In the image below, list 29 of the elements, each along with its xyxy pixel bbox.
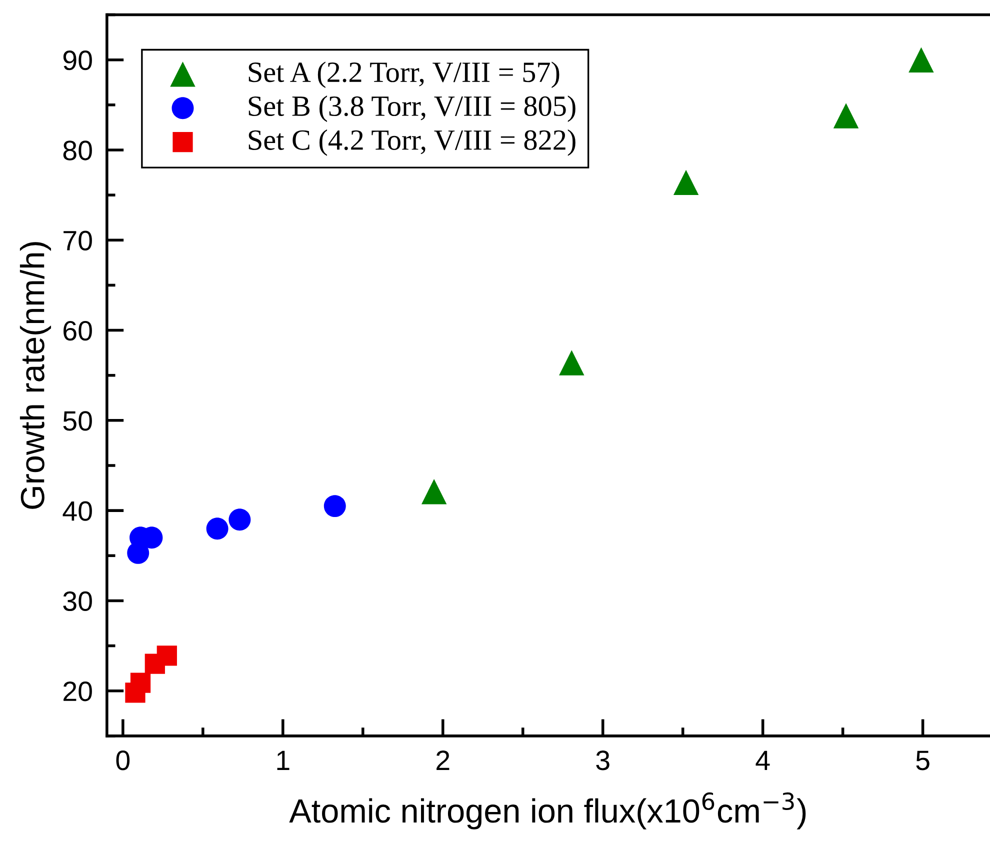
y-tick-label: 80	[63, 140, 92, 160]
point	[206, 518, 228, 540]
point	[908, 47, 934, 72]
x-tick-label: 5	[916, 750, 930, 770]
x-tick-label: 4	[756, 750, 770, 770]
y-tick-label: 60	[64, 320, 92, 341]
y-tick-label: 50	[63, 411, 92, 431]
x-tick-label: 1	[277, 750, 290, 770]
y-tick-label: 30	[63, 591, 92, 612]
y-tick-label: 70	[64, 230, 92, 250]
point	[421, 479, 447, 504]
legend-label: Set B (3.8 Torr, V/III = 805)	[248, 96, 576, 122]
point	[833, 103, 859, 128]
x-tick-label: 0	[116, 750, 130, 770]
legend-label: Set A (2.2 Torr, V/III = 57)	[248, 62, 560, 88]
y-tick-label: 40	[62, 501, 92, 521]
point	[559, 350, 584, 376]
x-tick-label: 3	[596, 750, 610, 770]
y-tick-label: 90	[63, 50, 92, 70]
x-tick-label: 2	[436, 750, 450, 770]
y-tick-label: 20	[64, 682, 92, 702]
point	[673, 170, 699, 196]
point	[228, 508, 251, 531]
x-axis-title: Atomic nitrogen ion flux(x10$^{6}$cm$^{−3}$)	[289, 792, 806, 830]
legend-label: Set C (4.2 Torr, V/III = 822)	[248, 129, 576, 156]
y-axis-title: Growth rate(nm/h)	[20, 242, 52, 509]
point	[324, 495, 346, 518]
point	[156, 646, 177, 666]
point	[130, 672, 151, 693]
